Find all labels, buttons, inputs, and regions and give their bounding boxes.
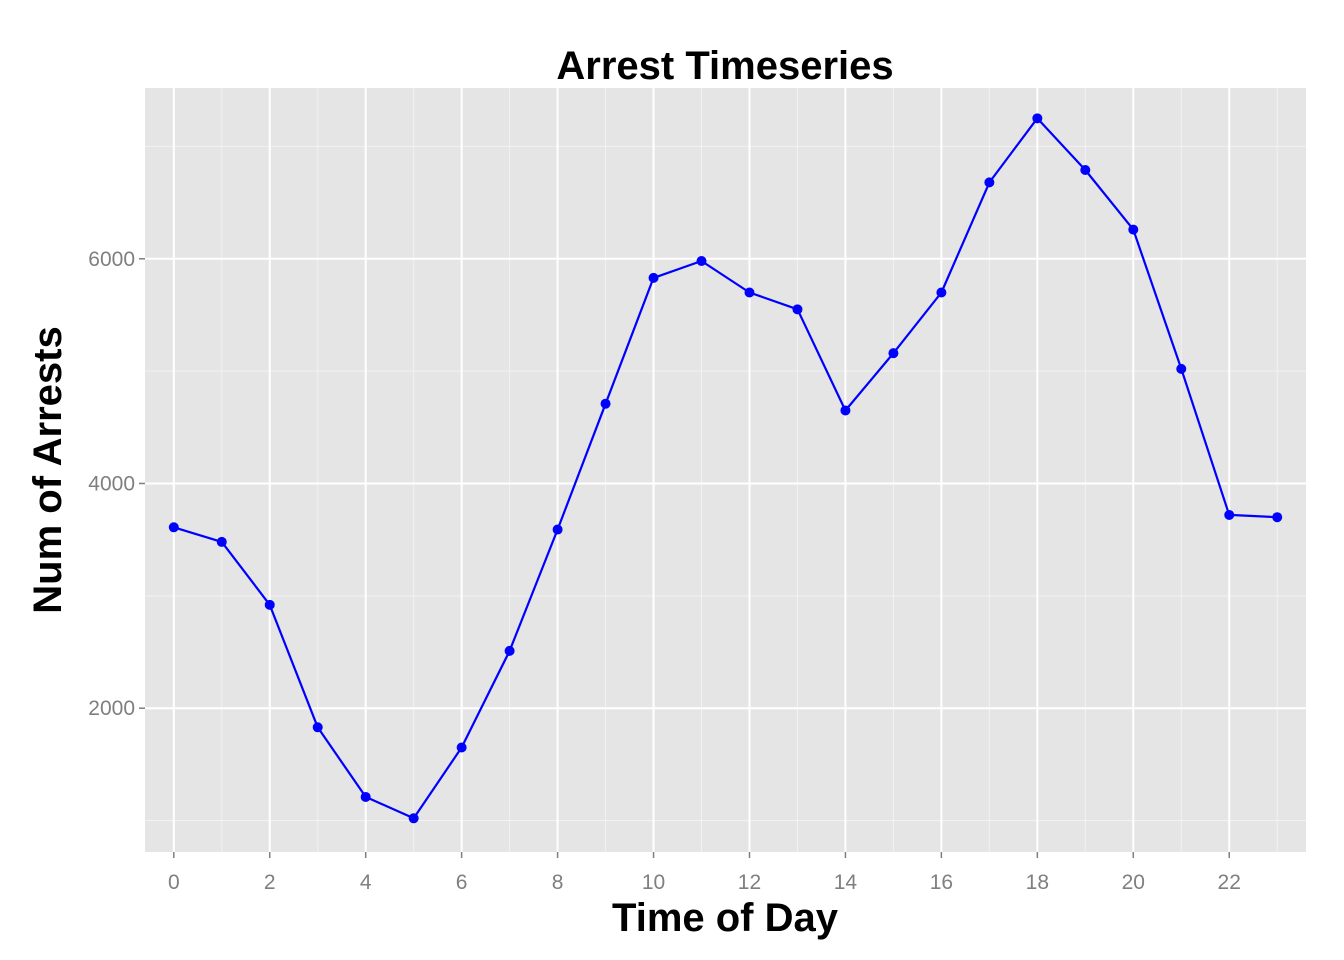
- data-point: [552, 524, 563, 535]
- x-axis-title: Time of Day: [612, 896, 839, 940]
- y-tick-label: 2000: [88, 697, 135, 720]
- x-tick-label: 6: [456, 871, 468, 894]
- series-layer: [168, 113, 1283, 824]
- y-tick-label: 4000: [88, 472, 135, 495]
- data-point: [840, 405, 851, 416]
- panel-background: [145, 88, 1306, 852]
- tick-labels: 0 2 4 6 8 10 12 14 16 18 20 22 2000 4000 6000: [88, 248, 1241, 894]
- x-tick-label: 10: [642, 871, 665, 894]
- x-tick-label: 14: [834, 871, 858, 894]
- data-point: [504, 645, 515, 656]
- data-point: [1080, 165, 1091, 176]
- data-point: [1032, 113, 1043, 124]
- chart-title: Arrest Timeseries: [556, 44, 893, 88]
- y-axis-title: Num of Arrests: [26, 326, 70, 613]
- axis-ticks: [139, 258, 1230, 858]
- data-point: [792, 304, 803, 315]
- x-tick-label: 12: [738, 871, 761, 894]
- data-point: [408, 813, 419, 824]
- data-point: [1176, 363, 1187, 374]
- data-point: [264, 599, 275, 610]
- x-tick-label: 2: [264, 871, 276, 894]
- major-gridlines: [145, 88, 1306, 852]
- data-point: [984, 177, 995, 188]
- x-tick-label: 20: [1122, 871, 1145, 894]
- data-point: [744, 287, 755, 298]
- data-point: [360, 791, 371, 802]
- x-tick-label: 22: [1218, 871, 1241, 894]
- data-point: [216, 536, 227, 547]
- x-tick-label: 4: [360, 871, 372, 894]
- x-tick-label: 18: [1026, 871, 1049, 894]
- x-tick-label: 0: [168, 871, 180, 894]
- x-tick-label: 8: [552, 871, 564, 894]
- data-point: [888, 348, 899, 359]
- y-tick-label: 6000: [88, 248, 135, 271]
- data-point: [648, 272, 659, 283]
- minor-gridlines: [145, 88, 1306, 852]
- data-point: [696, 256, 707, 267]
- data-point: [600, 398, 611, 409]
- data-point: [168, 522, 179, 533]
- data-point: [936, 287, 947, 298]
- data-point: [456, 742, 467, 753]
- data-point: [312, 722, 323, 733]
- data-point: [1224, 509, 1235, 520]
- data-point: [1272, 512, 1283, 523]
- series-line: [173, 117, 1278, 820]
- x-tick-label: 16: [930, 871, 953, 894]
- data-point: [1128, 224, 1139, 235]
